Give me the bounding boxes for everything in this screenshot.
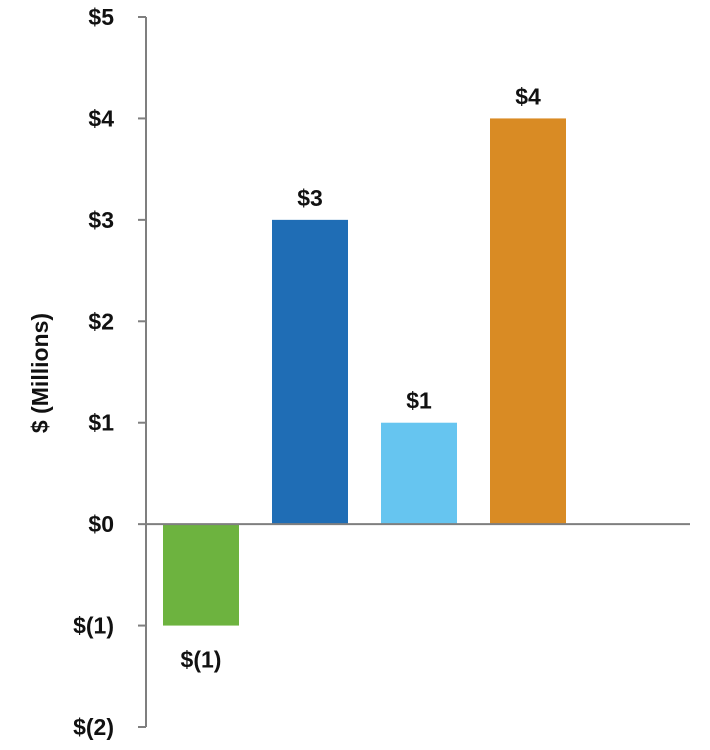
bar-data-label: $1 — [406, 388, 432, 414]
y-axis-title: $ (Millions) — [27, 313, 53, 433]
label-layer: $5 $4 $3 $2 $1 $0 $(1) $(2) $(1) $3 $1 $4 — [73, 4, 690, 740]
bar-data-label: $(1) — [181, 647, 222, 673]
y-tick-label: $1 — [88, 410, 114, 436]
axis-layer — [138, 16, 147, 728]
y-tick-label: $0 — [88, 511, 114, 537]
bar — [163, 524, 239, 626]
bar — [490, 118, 566, 525]
y-tick-label: $(1) — [73, 613, 114, 639]
bar-data-label: $3 — [297, 185, 323, 211]
y-tick-label: $4 — [88, 105, 114, 131]
y-tick-label: $(2) — [73, 714, 114, 740]
y-tick-label: $5 — [88, 4, 114, 30]
bar-layer — [163, 118, 566, 626]
y-tick-label: $2 — [88, 308, 114, 334]
y-tick-label: $3 — [88, 207, 114, 233]
bar-data-label: $4 — [515, 83, 541, 109]
bar — [272, 219, 348, 525]
bar — [381, 422, 457, 525]
